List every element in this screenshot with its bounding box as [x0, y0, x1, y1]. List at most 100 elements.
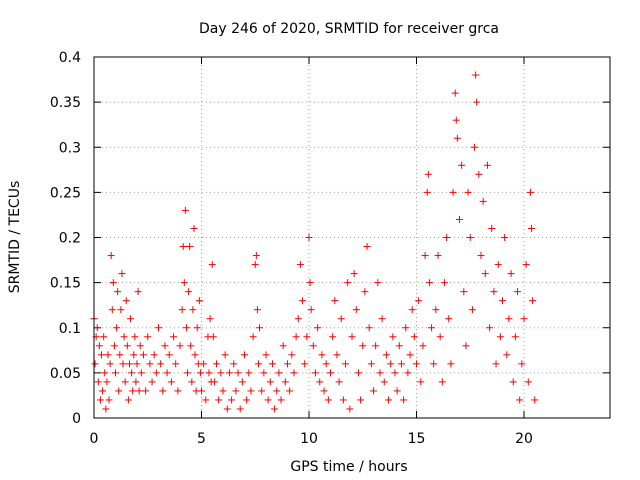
data-point	[256, 324, 264, 332]
data-point	[110, 342, 118, 350]
data-point	[93, 324, 101, 332]
data-point	[205, 369, 213, 377]
data-point	[400, 396, 408, 404]
data-point	[434, 252, 442, 260]
data-point	[408, 306, 416, 314]
data-point	[152, 369, 160, 377]
data-point	[509, 378, 517, 386]
y-tick-label: 0.1	[59, 321, 81, 337]
data-point	[247, 387, 255, 395]
data-point	[335, 378, 343, 386]
data-point	[404, 369, 412, 377]
data-point	[273, 387, 281, 395]
data-point	[161, 342, 169, 350]
data-point	[314, 324, 322, 332]
data-point	[464, 188, 472, 196]
data-point	[124, 396, 132, 404]
x-tick-label: 10	[300, 431, 318, 447]
data-point	[121, 378, 129, 386]
data-point	[337, 315, 345, 323]
data-point	[428, 324, 436, 332]
data-point	[225, 369, 233, 377]
data-point	[122, 297, 130, 305]
data-point	[529, 297, 537, 305]
data-point	[134, 288, 142, 296]
data-point	[252, 252, 260, 260]
data-point	[157, 360, 165, 368]
data-point	[202, 396, 210, 404]
data-point	[114, 288, 122, 296]
data-point	[472, 71, 480, 79]
data-point	[473, 98, 481, 106]
y-tick-label: 0.35	[50, 95, 81, 111]
data-point	[395, 342, 403, 350]
data-point	[520, 315, 528, 323]
data-point	[471, 143, 479, 151]
data-point	[501, 234, 509, 241]
y-tick-label: 0.2	[59, 231, 81, 247]
data-point	[196, 369, 204, 377]
data-point	[522, 261, 530, 269]
data-point	[106, 360, 114, 368]
data-point	[432, 306, 440, 314]
data-point	[363, 243, 371, 251]
data-point	[258, 387, 266, 395]
data-point	[348, 333, 356, 341]
data-point	[516, 396, 524, 404]
chart-title: Day 246 of 2020, SRMTID for receiver grc…	[199, 21, 499, 37]
data-point	[190, 224, 198, 232]
data-point	[105, 396, 113, 404]
data-point	[170, 333, 178, 341]
data-point	[119, 360, 127, 368]
data-point	[296, 261, 304, 269]
data-point	[339, 396, 347, 404]
data-point	[234, 369, 242, 377]
data-point	[397, 360, 405, 368]
data-point	[443, 234, 451, 241]
data-point	[236, 405, 244, 413]
y-tick-label: 0.4	[59, 50, 81, 66]
data-point	[378, 315, 386, 323]
data-point	[288, 351, 296, 359]
data-point	[195, 297, 203, 305]
data-point	[188, 378, 196, 386]
data-point	[104, 351, 112, 359]
data-point	[333, 351, 341, 359]
data-point	[132, 378, 140, 386]
data-point	[146, 360, 154, 368]
data-point	[219, 387, 227, 395]
data-point	[167, 378, 175, 386]
data-point	[477, 252, 485, 260]
data-point	[290, 369, 298, 377]
y-tick-label: 0.25	[50, 185, 81, 201]
data-point	[305, 234, 313, 241]
data-point	[159, 387, 167, 395]
data-point	[123, 342, 131, 350]
data-point	[496, 333, 504, 341]
data-point	[191, 351, 199, 359]
data-point	[243, 396, 251, 404]
data-point	[174, 387, 182, 395]
data-point	[144, 333, 152, 341]
tick-labels: 0 5 10 15 20 0 0.05 0.1 0.15 0.2 0.25 0.3 0.35 0.4	[50, 50, 533, 447]
data-point	[176, 342, 184, 350]
data-point	[492, 360, 500, 368]
data-point	[118, 270, 126, 278]
data-point	[425, 279, 433, 287]
data-point	[241, 351, 248, 359]
data-point	[346, 405, 354, 413]
data-point	[306, 279, 314, 287]
data-point	[451, 89, 459, 97]
data-point	[264, 396, 272, 404]
data-point	[135, 387, 143, 395]
data-point	[223, 405, 231, 413]
data-point	[96, 396, 104, 404]
x-tick-label: 5	[197, 431, 206, 447]
data-point	[424, 170, 432, 178]
data-point	[245, 369, 253, 377]
data-point	[221, 351, 229, 359]
data-point	[505, 315, 513, 323]
data-point	[307, 306, 315, 314]
x-tick-label: 15	[408, 431, 426, 447]
